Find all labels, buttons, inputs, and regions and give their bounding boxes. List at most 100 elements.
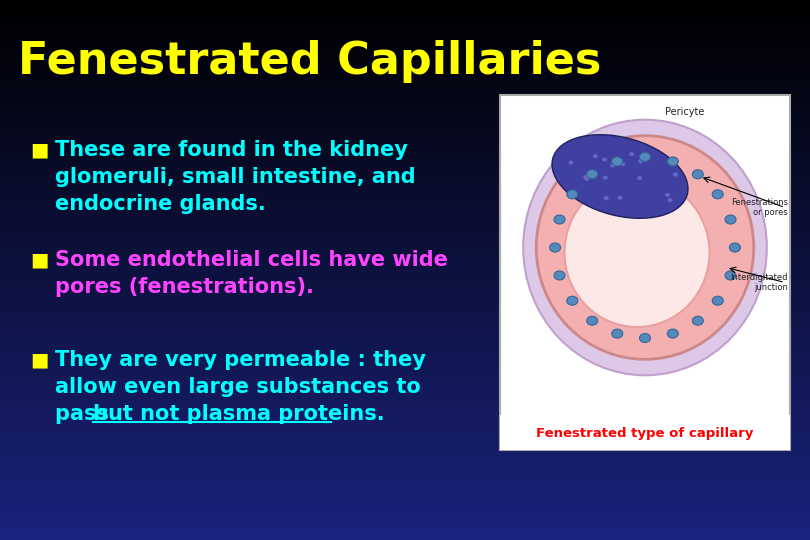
Text: ■: ■ <box>30 250 49 269</box>
Bar <box>0 103 810 108</box>
Bar <box>0 27 810 32</box>
Bar <box>0 189 810 194</box>
Bar <box>0 11 810 16</box>
Bar <box>0 270 810 275</box>
Bar <box>0 529 810 535</box>
Text: Fenestrated Capillaries: Fenestrated Capillaries <box>18 40 601 83</box>
Bar <box>0 259 810 265</box>
Text: pores (fenestrations).: pores (fenestrations). <box>55 277 314 297</box>
Bar <box>0 108 810 113</box>
Bar <box>0 146 810 151</box>
Bar <box>0 65 810 70</box>
Bar <box>0 54 810 59</box>
Text: Some endothelial cells have wide: Some endothelial cells have wide <box>55 250 448 270</box>
Ellipse shape <box>640 334 650 342</box>
Bar <box>0 59 810 65</box>
Bar <box>0 76 810 81</box>
Ellipse shape <box>725 215 736 224</box>
Bar <box>0 292 810 297</box>
Bar <box>0 400 810 405</box>
Bar <box>0 194 810 200</box>
Text: allow even large substances to: allow even large substances to <box>55 377 420 397</box>
Bar <box>0 443 810 448</box>
Bar <box>0 502 810 508</box>
Bar <box>0 508 810 513</box>
Bar <box>500 95 790 450</box>
Ellipse shape <box>693 170 703 179</box>
Bar <box>0 275 810 281</box>
Bar <box>0 151 810 157</box>
Bar <box>0 92 810 97</box>
Bar <box>0 459 810 464</box>
Bar <box>0 308 810 313</box>
Ellipse shape <box>618 196 623 200</box>
Bar <box>0 470 810 475</box>
Bar <box>0 383 810 389</box>
Ellipse shape <box>593 154 598 158</box>
Bar <box>0 43 810 49</box>
Bar <box>0 535 810 540</box>
Bar <box>0 140 810 146</box>
Ellipse shape <box>567 190 578 199</box>
Text: Fenestrations
or pores: Fenestrations or pores <box>731 198 788 217</box>
Bar <box>0 313 810 319</box>
Text: pass: pass <box>55 404 117 424</box>
Bar <box>0 367 810 373</box>
Bar <box>0 205 810 211</box>
Bar <box>0 356 810 362</box>
Bar <box>0 238 810 243</box>
Text: but not plasma proteins.: but not plasma proteins. <box>93 404 385 424</box>
Text: Interdigitated
junction: Interdigitated junction <box>731 273 788 292</box>
Ellipse shape <box>611 164 616 167</box>
Ellipse shape <box>554 271 565 280</box>
Text: endocrine glands.: endocrine glands. <box>55 194 266 214</box>
Bar <box>0 232 810 238</box>
Bar <box>0 351 810 356</box>
Bar <box>0 113 810 119</box>
Ellipse shape <box>665 193 670 197</box>
Bar <box>0 0 810 5</box>
Ellipse shape <box>612 329 623 338</box>
Bar <box>0 38 810 43</box>
Bar <box>0 518 810 524</box>
Ellipse shape <box>550 243 561 252</box>
Bar <box>0 248 810 254</box>
Bar <box>0 135 810 140</box>
Bar <box>0 130 810 135</box>
Ellipse shape <box>629 152 634 156</box>
Ellipse shape <box>586 172 591 176</box>
Bar <box>0 421 810 427</box>
Bar <box>0 243 810 248</box>
Ellipse shape <box>667 329 678 338</box>
Bar <box>0 254 810 259</box>
Ellipse shape <box>667 157 678 166</box>
Ellipse shape <box>584 177 589 181</box>
Bar <box>0 173 810 178</box>
Bar <box>0 481 810 486</box>
Ellipse shape <box>586 316 598 325</box>
Bar <box>0 124 810 130</box>
Text: glomeruli, small intestine, and: glomeruli, small intestine, and <box>55 167 416 187</box>
Bar <box>0 416 810 421</box>
Bar <box>0 335 810 340</box>
Ellipse shape <box>569 160 573 165</box>
Ellipse shape <box>712 296 723 305</box>
Bar <box>0 324 810 329</box>
Ellipse shape <box>693 316 703 325</box>
Bar <box>0 346 810 351</box>
Text: These are found in the kidney: These are found in the kidney <box>55 140 408 160</box>
Bar <box>0 319 810 324</box>
Ellipse shape <box>729 243 740 252</box>
Ellipse shape <box>567 296 578 305</box>
Bar <box>0 378 810 383</box>
Bar <box>0 32 810 38</box>
Bar <box>0 389 810 394</box>
Bar <box>0 432 810 437</box>
Bar <box>0 216 810 221</box>
Ellipse shape <box>552 134 688 218</box>
Bar <box>0 86 810 92</box>
Bar <box>0 464 810 470</box>
Ellipse shape <box>673 173 678 177</box>
Ellipse shape <box>638 159 643 164</box>
Bar <box>0 497 810 502</box>
